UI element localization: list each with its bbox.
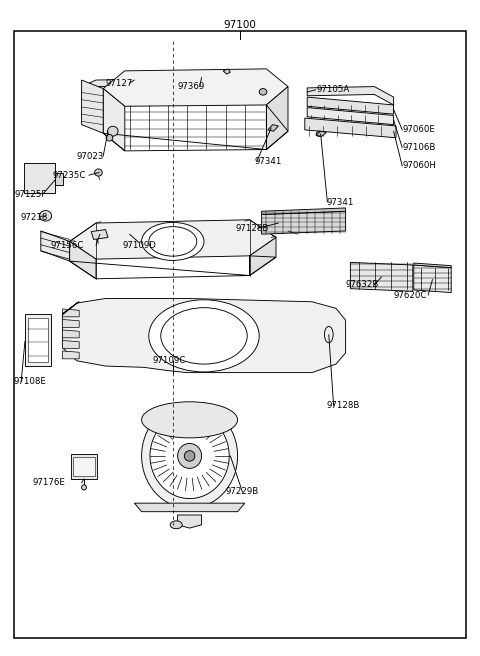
Polygon shape: [62, 351, 79, 359]
Text: 97341: 97341: [326, 197, 354, 207]
Text: 97060H: 97060H: [402, 161, 436, 171]
Polygon shape: [89, 79, 185, 87]
Polygon shape: [70, 241, 96, 279]
Ellipse shape: [178, 443, 202, 468]
Polygon shape: [103, 89, 125, 151]
Polygon shape: [414, 263, 451, 268]
Ellipse shape: [106, 134, 113, 141]
Text: 97127: 97127: [106, 79, 133, 88]
Text: 97108E: 97108E: [13, 377, 46, 386]
Text: 97109D: 97109D: [122, 241, 156, 250]
Polygon shape: [62, 340, 79, 348]
Text: 97109C: 97109C: [153, 356, 186, 365]
Ellipse shape: [316, 131, 322, 136]
Polygon shape: [70, 220, 276, 259]
Ellipse shape: [149, 300, 259, 372]
Text: 97176E: 97176E: [33, 478, 65, 487]
Polygon shape: [62, 302, 79, 315]
Text: 97105A: 97105A: [317, 85, 350, 94]
Text: 97100: 97100: [224, 20, 256, 30]
Polygon shape: [414, 265, 451, 293]
Polygon shape: [62, 298, 346, 373]
Ellipse shape: [150, 413, 229, 499]
Text: 97156C: 97156C: [50, 241, 84, 250]
Ellipse shape: [108, 126, 118, 136]
Text: 97341: 97341: [254, 157, 282, 166]
Text: 97632B: 97632B: [346, 280, 379, 289]
Polygon shape: [305, 118, 396, 138]
Text: 97369: 97369: [178, 82, 205, 91]
Text: 97235C: 97235C: [53, 171, 86, 180]
Bar: [55, 173, 63, 185]
Ellipse shape: [95, 169, 102, 176]
Text: 97060E: 97060E: [402, 125, 435, 134]
Polygon shape: [250, 237, 276, 276]
Text: 97106B: 97106B: [402, 143, 436, 152]
Ellipse shape: [259, 89, 267, 95]
Polygon shape: [134, 503, 245, 512]
Polygon shape: [268, 125, 278, 131]
Polygon shape: [82, 80, 103, 133]
Polygon shape: [316, 131, 326, 136]
Bar: [24, 163, 55, 193]
Polygon shape: [103, 69, 288, 106]
Ellipse shape: [184, 451, 195, 461]
Text: 97128B: 97128B: [235, 224, 269, 233]
Polygon shape: [62, 319, 79, 327]
Polygon shape: [307, 97, 394, 114]
Text: 97620C: 97620C: [394, 291, 427, 300]
Ellipse shape: [82, 485, 86, 490]
Ellipse shape: [170, 521, 182, 529]
Bar: [28, 318, 48, 362]
Bar: [73, 457, 95, 476]
Polygon shape: [262, 211, 346, 234]
Polygon shape: [307, 108, 394, 125]
Text: 97125F: 97125F: [14, 190, 47, 199]
Ellipse shape: [142, 403, 238, 508]
Bar: [25, 314, 51, 366]
Polygon shape: [41, 231, 70, 261]
Polygon shape: [266, 87, 288, 150]
Text: 97218: 97218: [20, 213, 48, 222]
Ellipse shape: [142, 222, 204, 260]
Polygon shape: [62, 330, 79, 338]
Bar: [71, 454, 97, 479]
Text: 97128B: 97128B: [326, 401, 360, 410]
Polygon shape: [91, 230, 108, 239]
Polygon shape: [178, 515, 202, 528]
Text: 97023: 97023: [77, 152, 104, 161]
Polygon shape: [307, 87, 394, 105]
Ellipse shape: [39, 211, 52, 221]
Polygon shape: [350, 262, 413, 291]
Polygon shape: [223, 69, 230, 74]
Ellipse shape: [142, 401, 238, 438]
Polygon shape: [62, 309, 79, 317]
Text: 97229B: 97229B: [226, 487, 259, 497]
Polygon shape: [262, 208, 346, 215]
